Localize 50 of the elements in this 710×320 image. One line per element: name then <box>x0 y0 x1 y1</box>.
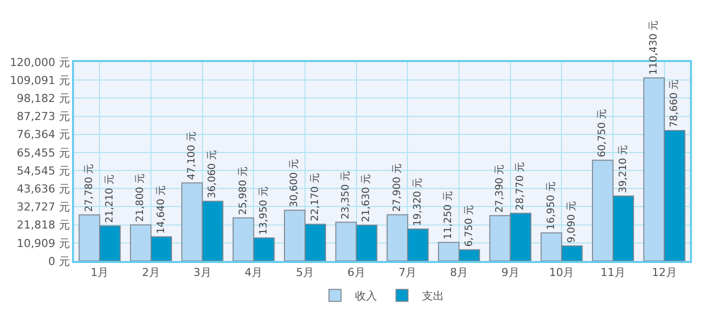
y-tick-label: 65,455 元 <box>16 146 70 160</box>
y-tick-label: 32,727 元 <box>16 200 70 214</box>
data-label: 25,980 元 <box>238 166 249 215</box>
x-tick-label: 5月 <box>296 266 314 280</box>
y-tick-label: 54,545 元 <box>16 164 70 178</box>
y-tick-label: 0 元 <box>48 254 70 268</box>
data-label: 9,090 元 <box>566 201 578 243</box>
data-label: 21,630 元 <box>361 174 372 222</box>
data-label: 21,800 元 <box>135 174 146 222</box>
y-tick-label: 120,000 元 <box>10 56 70 69</box>
data-label: 13,950 元 <box>258 186 270 235</box>
data-label: 30,600 元 <box>289 159 300 208</box>
data-label: 60,750 元 <box>597 109 608 158</box>
x-tick-label: 3月 <box>193 266 212 280</box>
data-label: 27,390 元 <box>494 164 506 213</box>
data-label: 28,770 元 <box>515 162 526 210</box>
x-tick-label: 6月 <box>347 266 366 280</box>
y-tick-label: 10,909 元 <box>16 236 70 250</box>
data-label: 19,320 元 <box>412 178 424 226</box>
x-tick-label: 1月 <box>90 266 109 280</box>
x-tick-label: 10月 <box>549 266 574 280</box>
data-label: 78,660 元 <box>669 79 680 128</box>
data-label: 110,430 元 <box>648 20 660 75</box>
data-label: 36,060 元 <box>207 150 218 198</box>
y-tick-label: 21,818 元 <box>16 218 70 232</box>
x-tick-label: 12月 <box>652 266 677 280</box>
data-label: 47,100 元 <box>186 132 198 180</box>
data-label: 14,640 元 <box>156 186 167 234</box>
data-label: 6,750 元 <box>464 204 475 247</box>
legend-label: 收入 <box>355 290 377 303</box>
x-tick-label: 8月 <box>450 266 468 280</box>
data-label: 39,210 元 <box>618 144 629 193</box>
y-tick-label: 76,364 元 <box>16 128 70 142</box>
y-tick-label: 87,273 元 <box>16 110 70 124</box>
data-label: 21,210 元 <box>104 174 116 223</box>
y-tick-label: 43,636 元 <box>16 182 70 196</box>
legend-label: 支出 <box>422 290 444 303</box>
x-tick-label: 7月 <box>398 266 417 280</box>
data-label: 27,900 元 <box>392 164 403 212</box>
y-tick-label: 98,182 元 <box>16 92 70 106</box>
x-tick-label: 9月 <box>501 266 520 280</box>
data-label: 23,350 元 <box>340 171 352 220</box>
x-tick-label: 11月 <box>600 266 626 280</box>
data-label: 16,950 元 <box>546 182 557 230</box>
data-label: 27,780 元 <box>84 164 95 212</box>
data-label: 11,250 元 <box>443 191 454 240</box>
x-tick-label: 4月 <box>244 266 263 280</box>
x-tick-label: 2月 <box>142 266 160 280</box>
data-label: 22,170 元 <box>310 173 321 222</box>
y-tick-label: 109,091 元 <box>10 74 70 87</box>
